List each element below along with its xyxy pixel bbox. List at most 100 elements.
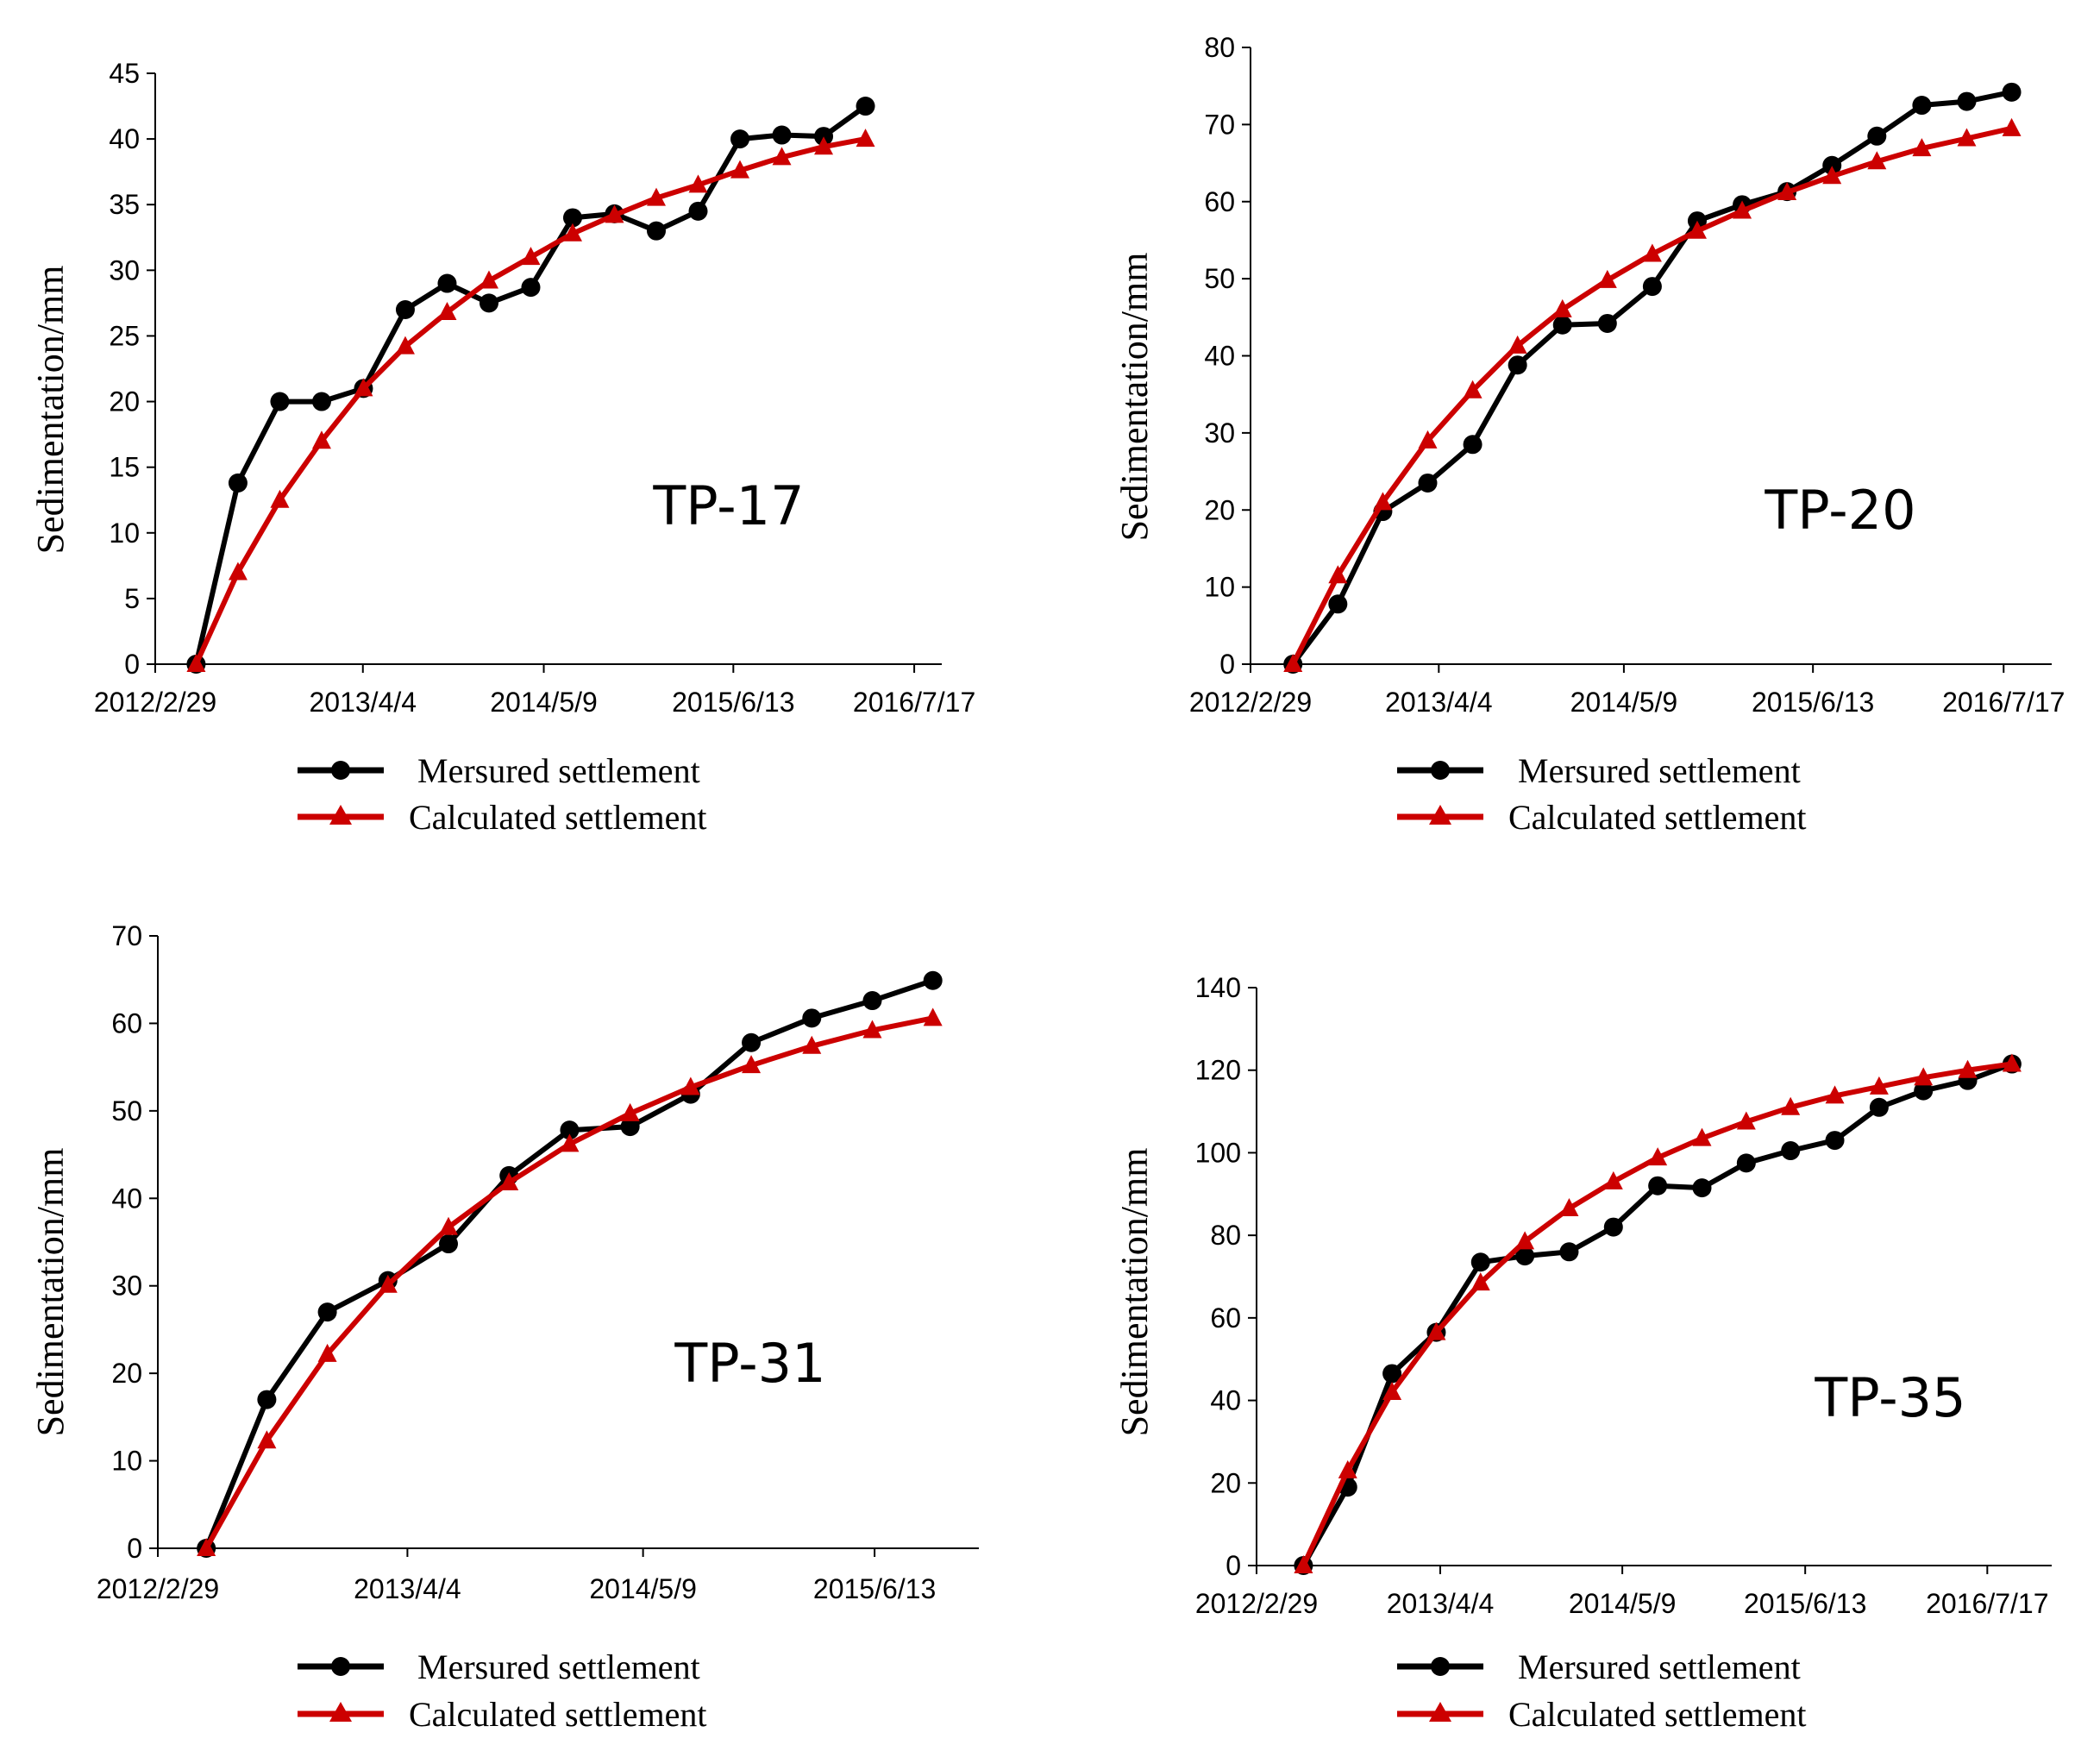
data-point-calculated xyxy=(1777,182,1797,201)
data-point-calculated xyxy=(1515,1231,1535,1250)
y-tick-label: 30 xyxy=(109,254,140,286)
data-point-measured xyxy=(317,1302,337,1322)
data-point-calculated xyxy=(1508,335,1527,354)
data-point-calculated xyxy=(647,187,667,206)
data-point-measured xyxy=(439,1234,459,1254)
y-tick-label: 40 xyxy=(1210,1385,1241,1416)
data-point-calculated xyxy=(197,1538,216,1556)
y-tick-label: 45 xyxy=(109,58,140,89)
data-point-measured xyxy=(772,125,792,145)
data-point-measured xyxy=(1912,96,1932,116)
x-tick-label: 2013/4/4 xyxy=(354,1573,461,1604)
chart-svg-tp17: Sedimentation/mm TP-17 Mersured settleme… xyxy=(29,58,975,837)
chart-svg-tp20: Sedimentation/mm TP-20 Mersured settleme… xyxy=(1113,32,2065,837)
data-point-measured xyxy=(1603,1217,1623,1237)
legend-marker-calculated xyxy=(1429,805,1451,825)
data-point-calculated xyxy=(1382,1382,1402,1400)
data-point-measured xyxy=(856,97,875,116)
data-point-measured xyxy=(688,201,708,221)
data-point-calculated xyxy=(620,1102,640,1121)
data-point-calculated xyxy=(1283,654,1303,672)
x-tick-label: 2015/6/13 xyxy=(672,687,794,718)
data-point-calculated xyxy=(1692,1127,1712,1146)
x-tick-label: 2014/5/9 xyxy=(1569,1588,1677,1619)
data-point-calculated xyxy=(1914,1067,1934,1086)
y-tick-label: 50 xyxy=(111,1095,142,1127)
y-tick-label: 70 xyxy=(111,920,142,951)
y-axis-label: Sedimentation/mm xyxy=(29,266,72,555)
legend-label-measured: Mersured settlement xyxy=(417,751,700,790)
y-tick-label: 10 xyxy=(1204,572,1235,603)
data-point-measured xyxy=(1328,594,1348,614)
legend: Mersured settlement Calculated settlemen… xyxy=(1397,751,1806,837)
data-point-calculated xyxy=(862,1020,882,1039)
legend-label-calculated: Calculated settlement xyxy=(409,1695,706,1734)
legend-marker-measured xyxy=(1431,1657,1450,1676)
x-tick-label: 2015/6/13 xyxy=(1752,687,1874,718)
data-point-calculated xyxy=(1825,1085,1845,1104)
y-tick-label: 40 xyxy=(1204,341,1235,372)
legend: Mersured settlement Calculated settlemen… xyxy=(298,751,706,837)
legend-marker-calculated xyxy=(329,805,352,825)
data-point-calculated xyxy=(2002,1053,2022,1072)
y-tick-label: 0 xyxy=(1226,1550,1241,1581)
y-tick-label: 20 xyxy=(109,386,140,417)
legend: Mersured settlement Calculated settlemen… xyxy=(298,1647,706,1734)
chart-title: TP-20 xyxy=(1764,479,1915,542)
y-tick-label: 100 xyxy=(1195,1137,1241,1168)
data-point-calculated xyxy=(1597,269,1617,288)
data-point-measured xyxy=(2002,82,2022,102)
y-tick-label: 40 xyxy=(111,1183,142,1214)
data-point-calculated xyxy=(680,1076,700,1095)
data-point-measured xyxy=(1957,91,1977,111)
data-point-measured xyxy=(1822,155,1842,175)
y-tick-label: 30 xyxy=(1204,417,1235,449)
data-point-calculated xyxy=(354,378,373,397)
data-point-measured xyxy=(560,1120,580,1140)
data-point-calculated xyxy=(742,1055,762,1074)
legend-marker-measured xyxy=(331,761,350,780)
data-point-calculated xyxy=(856,129,875,147)
y-tick-label: 60 xyxy=(1210,1302,1241,1334)
y-tick-label: 120 xyxy=(1195,1055,1241,1086)
data-point-measured xyxy=(1869,1097,1889,1117)
y-tick-label: 15 xyxy=(109,452,140,483)
data-point-measured xyxy=(1552,315,1572,335)
data-point-calculated xyxy=(1552,298,1572,317)
legend-marker-measured xyxy=(1431,761,1450,780)
data-point-measured xyxy=(395,300,415,319)
data-point-measured xyxy=(1781,1141,1801,1161)
data-point-calculated xyxy=(1736,1111,1756,1130)
data-point-calculated xyxy=(560,1133,580,1152)
data-point-measured xyxy=(620,1117,640,1137)
data-point-measured xyxy=(1470,1252,1490,1272)
data-point-measured xyxy=(802,1008,822,1028)
data-point-measured xyxy=(647,221,667,241)
data-point-calculated xyxy=(228,562,248,581)
data-point-calculated xyxy=(395,336,415,355)
y-tick-label: 60 xyxy=(111,1007,142,1039)
y-tick-label: 20 xyxy=(1204,494,1235,525)
data-point-measured xyxy=(1559,1242,1579,1262)
data-point-measured xyxy=(1825,1131,1845,1151)
legend-marker-calculated xyxy=(329,1702,352,1722)
y-tick-label: 25 xyxy=(109,320,140,351)
x-tick-label: 2013/4/4 xyxy=(1387,1588,1495,1619)
data-point-measured xyxy=(257,1390,277,1409)
data-point-calculated xyxy=(437,302,457,321)
data-point-calculated xyxy=(270,489,290,508)
y-tick-label: 5 xyxy=(124,583,140,614)
data-point-measured xyxy=(562,208,582,228)
data-point-calculated xyxy=(1328,565,1348,584)
data-point-calculated xyxy=(1687,220,1707,239)
series-line-measured xyxy=(204,977,934,1550)
data-point-calculated xyxy=(562,223,582,242)
data-point-calculated xyxy=(1869,1076,1889,1095)
x-tick-label: 2015/6/13 xyxy=(1744,1588,1866,1619)
chart-panel-tp31: Sedimentation/mm TP-31 Mersured settleme… xyxy=(0,876,1050,1751)
data-point-calculated xyxy=(1781,1096,1801,1115)
data-point-calculated xyxy=(1426,1321,1446,1340)
legend-marker-calculated xyxy=(1429,1702,1451,1722)
series-line-calculated xyxy=(1301,1061,2013,1567)
data-point-calculated xyxy=(730,160,750,179)
